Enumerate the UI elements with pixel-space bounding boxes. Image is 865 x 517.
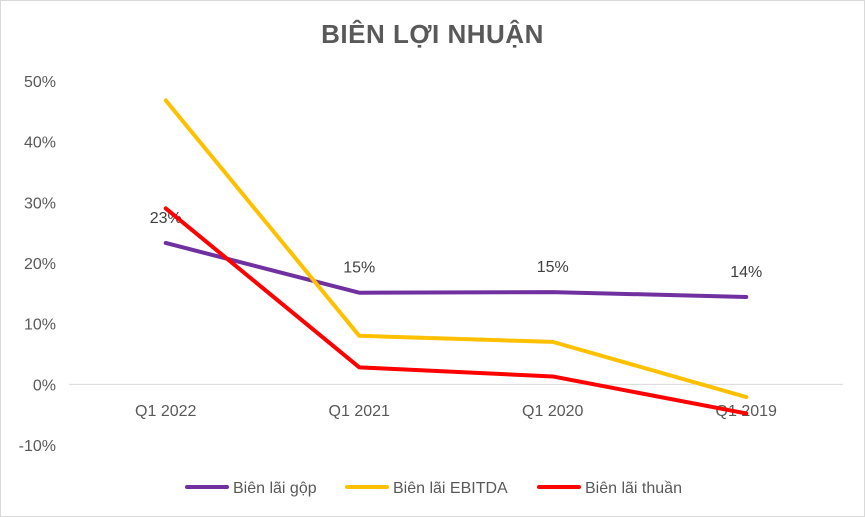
y-tick-label: 50% bbox=[24, 74, 56, 91]
x-tick-label: Q1 2021 bbox=[329, 403, 390, 420]
y-tick-label: -10% bbox=[19, 438, 56, 455]
x-tick-label: Q1 2020 bbox=[522, 403, 583, 420]
data-label: 14% bbox=[730, 264, 762, 281]
y-tick-label: 20% bbox=[24, 256, 56, 273]
y-tick-label: 30% bbox=[24, 195, 56, 212]
x-tick-label: Q1 2022 bbox=[135, 403, 196, 420]
series-line-1 bbox=[163, 98, 749, 400]
data-label: 15% bbox=[343, 260, 375, 277]
y-tick-label: 0% bbox=[33, 377, 56, 394]
y-tick-label: 40% bbox=[24, 135, 56, 152]
legend-label: Biên lãi EBITDA bbox=[393, 480, 508, 497]
y-tick-label: 10% bbox=[24, 317, 56, 334]
legend-label: Biên lãi gộp bbox=[233, 480, 317, 497]
data-label: 15% bbox=[537, 259, 569, 276]
series-line-2 bbox=[163, 206, 749, 416]
chart-title: BIÊN LỢI NHUẬN bbox=[321, 19, 544, 49]
legend-label: Biên lãi thuần bbox=[585, 480, 682, 497]
series-line-0 bbox=[163, 240, 749, 299]
